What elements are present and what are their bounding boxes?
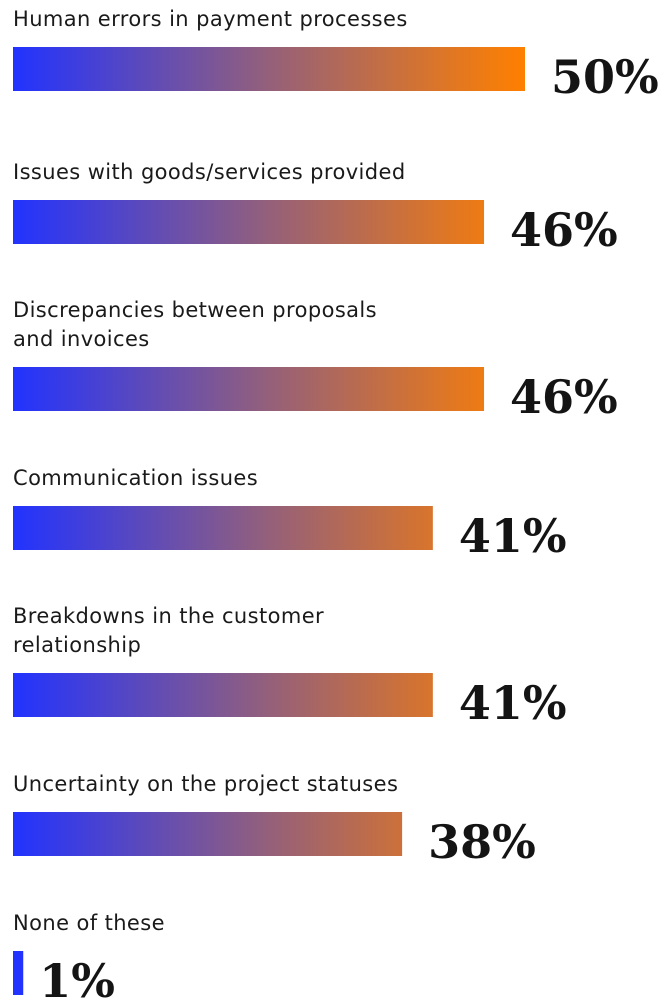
bars-layer: Human errors in payment processes 50% Issu… (13, 7, 659, 998)
value-label: 1% (39, 954, 115, 998)
bar (13, 506, 433, 550)
category-label: Breakdowns in the customer relationship (13, 604, 324, 657)
category-label: Uncertainty on the project statuses (13, 772, 398, 796)
category-label-line: None of these (13, 911, 165, 935)
bar (13, 200, 485, 244)
category-label: Discrepancies between proposals and invoi… (13, 298, 377, 351)
value-label: 41% (459, 509, 567, 563)
category-label-line: Human errors in payment processes (13, 7, 408, 31)
category-label-line: Communication issues (13, 466, 258, 490)
category-label-line: Issues with goods/services provided (13, 160, 406, 184)
category-label: Issues with goods/services provided (13, 160, 406, 184)
value-label: 38% (428, 815, 536, 869)
value-label: 50% (551, 50, 659, 104)
category-label: Communication issues (13, 466, 258, 490)
bar (13, 812, 403, 856)
category-label-line: Uncertainty on the project statuses (13, 772, 398, 796)
value-label: 41% (459, 676, 567, 730)
category-label-line: and invoices (13, 327, 150, 351)
category-label-line: relationship (13, 633, 141, 657)
category-label: Human errors in payment processes (13, 7, 408, 31)
category-label-line: Discrepancies between proposals (13, 298, 377, 322)
bar (13, 951, 24, 995)
value-label: 46% (510, 203, 618, 257)
bar (13, 47, 525, 91)
bar (13, 673, 433, 717)
category-label: None of these (13, 911, 165, 935)
category-label-line: Breakdowns in the customer (13, 604, 324, 628)
value-label: 46% (510, 370, 618, 424)
bar (13, 367, 485, 411)
